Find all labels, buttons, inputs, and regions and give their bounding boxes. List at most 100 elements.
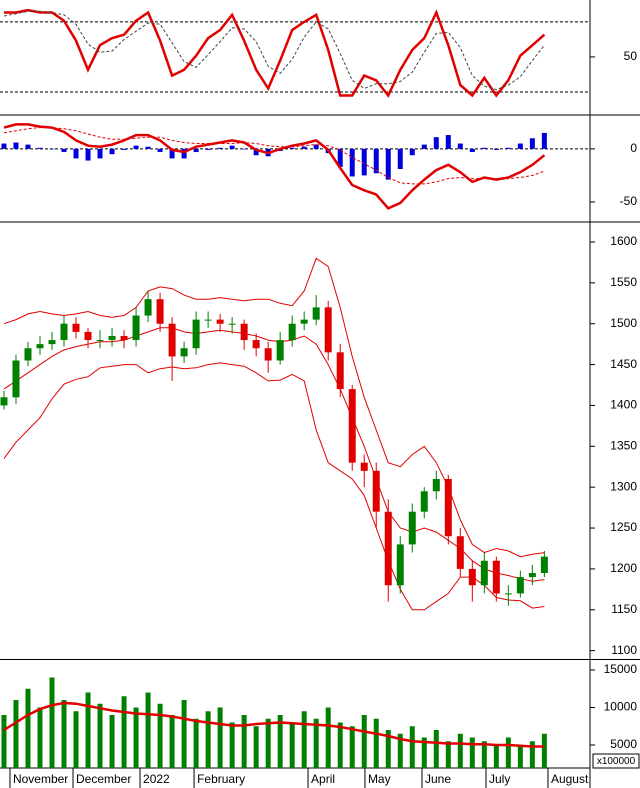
line bbox=[3, 362, 545, 611]
y-tick-label: 1450 bbox=[610, 357, 637, 371]
y-tick-label: 0 bbox=[630, 141, 637, 155]
bar bbox=[517, 143, 523, 149]
bar bbox=[253, 726, 259, 768]
line bbox=[3, 127, 545, 185]
bar bbox=[25, 144, 31, 149]
bar bbox=[97, 148, 103, 159]
bar bbox=[481, 741, 487, 768]
candle-body bbox=[444, 479, 452, 537]
bar bbox=[421, 144, 427, 149]
bar bbox=[289, 722, 295, 768]
candle-body bbox=[528, 572, 536, 578]
bar bbox=[493, 148, 499, 150]
bar bbox=[121, 696, 127, 768]
bar bbox=[433, 729, 439, 768]
candle-body bbox=[324, 307, 332, 353]
line bbox=[3, 123, 546, 210]
bar bbox=[217, 707, 223, 768]
bar bbox=[409, 726, 415, 768]
bar bbox=[481, 147, 487, 149]
candle-body bbox=[72, 323, 80, 332]
bar bbox=[1, 143, 7, 149]
bar bbox=[193, 718, 199, 768]
candle-body bbox=[108, 335, 116, 341]
bar bbox=[313, 718, 319, 768]
candle-body bbox=[192, 319, 200, 349]
bar bbox=[469, 148, 475, 153]
candle-body bbox=[180, 348, 188, 357]
bar bbox=[325, 707, 331, 768]
candle-body bbox=[336, 352, 344, 390]
bar bbox=[157, 703, 163, 768]
x-tick-label: December bbox=[76, 772, 131, 786]
candle-body bbox=[132, 315, 140, 341]
bar bbox=[133, 145, 139, 149]
y-tick-label: 1400 bbox=[610, 398, 637, 412]
candle-body bbox=[204, 319, 212, 321]
bar bbox=[457, 143, 463, 149]
bar bbox=[397, 148, 403, 170]
bar bbox=[109, 714, 115, 768]
bar bbox=[193, 148, 199, 153]
line bbox=[4, 8, 546, 98]
bar bbox=[217, 147, 223, 149]
x-tick-label: August bbox=[551, 772, 589, 786]
bar bbox=[229, 722, 235, 768]
x-tick-label: April bbox=[311, 772, 335, 786]
line bbox=[3, 701, 545, 748]
candle-body bbox=[432, 479, 440, 492]
bar bbox=[409, 148, 415, 156]
y-tick-label: 1350 bbox=[610, 438, 637, 452]
bar bbox=[73, 148, 79, 159]
bar bbox=[181, 148, 187, 159]
bar bbox=[301, 146, 307, 149]
candle-body bbox=[492, 560, 500, 594]
bar bbox=[337, 722, 343, 768]
bar bbox=[313, 144, 319, 149]
bar bbox=[541, 132, 547, 149]
candle-body bbox=[228, 323, 236, 325]
bar bbox=[205, 711, 211, 768]
candle-body bbox=[84, 331, 92, 341]
bar bbox=[61, 148, 67, 153]
x-tick-label: July bbox=[489, 772, 510, 786]
bar bbox=[277, 714, 283, 768]
y-tick-label: 15000 bbox=[604, 662, 638, 676]
candle-body bbox=[120, 335, 128, 341]
line bbox=[3, 10, 545, 91]
candle-body bbox=[468, 568, 476, 586]
bar bbox=[97, 703, 103, 768]
candle-body bbox=[48, 340, 56, 345]
bar bbox=[109, 148, 115, 155]
bar bbox=[457, 733, 463, 768]
y-tick-label: 1250 bbox=[610, 520, 637, 534]
bar bbox=[337, 148, 343, 167]
bar bbox=[241, 148, 247, 150]
bar bbox=[25, 688, 31, 768]
y-tick-label: 10000 bbox=[604, 700, 638, 714]
bar bbox=[529, 138, 535, 149]
candle-body bbox=[144, 299, 152, 316]
bar bbox=[529, 741, 535, 768]
bar bbox=[145, 146, 151, 149]
bar bbox=[421, 737, 427, 768]
bar bbox=[157, 148, 163, 153]
bar bbox=[373, 148, 379, 174]
bar bbox=[385, 729, 391, 768]
bar bbox=[49, 148, 55, 150]
bar bbox=[517, 744, 523, 768]
bar bbox=[469, 737, 475, 768]
bar bbox=[181, 699, 187, 768]
x-tick-label: February bbox=[197, 772, 245, 786]
y-tick-label: 5000 bbox=[610, 737, 637, 751]
unit-box bbox=[592, 753, 640, 769]
bar bbox=[13, 142, 19, 149]
bar bbox=[301, 711, 307, 768]
candle-body bbox=[504, 593, 512, 595]
line bbox=[3, 327, 545, 582]
candle-body bbox=[240, 323, 248, 341]
bar bbox=[169, 714, 175, 768]
y-tick-label: 1100 bbox=[611, 643, 637, 657]
